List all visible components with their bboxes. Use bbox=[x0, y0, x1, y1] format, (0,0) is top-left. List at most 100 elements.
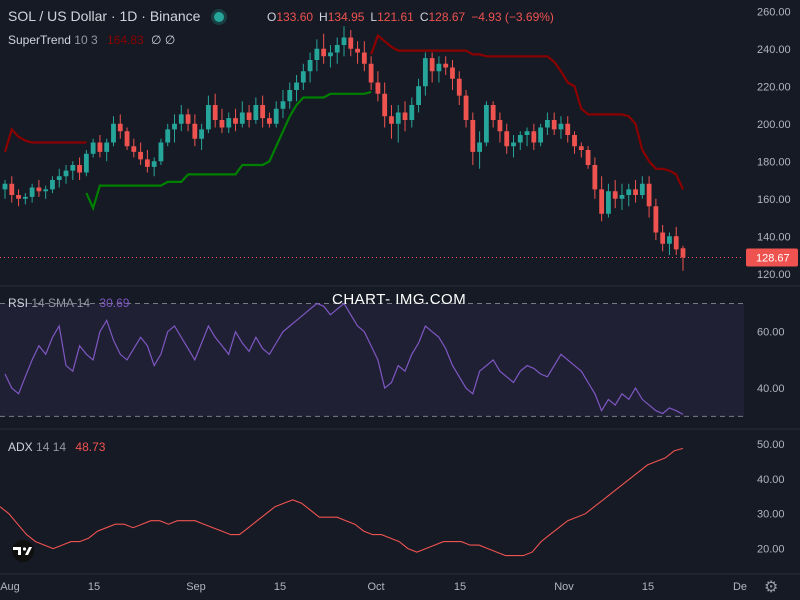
candle bbox=[483, 101, 489, 147]
price-axis-tick: 140.00 bbox=[757, 231, 791, 243]
candle bbox=[321, 33, 327, 64]
adx-axis-tick: 50.00 bbox=[757, 439, 785, 451]
candle-body bbox=[178, 114, 184, 124]
candle-body bbox=[144, 159, 150, 167]
ohlc-key-o: O bbox=[267, 10, 277, 24]
candle bbox=[117, 114, 123, 139]
candle bbox=[219, 108, 225, 134]
settings-gear-icon[interactable]: ⚙ bbox=[764, 579, 779, 596]
time-axis-label: 15 bbox=[274, 581, 286, 593]
candle-body bbox=[402, 112, 408, 120]
candle bbox=[16, 189, 21, 207]
candle bbox=[497, 112, 503, 143]
candle-body bbox=[680, 248, 686, 258]
candle bbox=[450, 60, 455, 90]
adx-legend[interactable]: ADX 14 14 48.73 bbox=[8, 440, 105, 454]
symbol-header: SOL / US Dollar · 1D · Binance bbox=[8, 8, 232, 24]
candle bbox=[50, 176, 55, 194]
candle bbox=[375, 71, 381, 102]
candle bbox=[667, 232, 672, 255]
candle-body bbox=[497, 120, 503, 132]
candle-body bbox=[368, 63, 374, 83]
candle bbox=[436, 56, 442, 83]
candle-body bbox=[294, 82, 299, 90]
candle bbox=[389, 105, 394, 139]
candle bbox=[477, 131, 482, 169]
candle-body bbox=[436, 63, 442, 72]
candle bbox=[246, 105, 252, 128]
candle bbox=[545, 112, 550, 135]
price-axis-tick: 200.00 bbox=[757, 119, 791, 131]
candle-body bbox=[463, 95, 469, 120]
time-axis-label: Oct bbox=[367, 581, 384, 593]
candle-body bbox=[361, 52, 367, 64]
candle bbox=[395, 105, 401, 143]
candle-body bbox=[158, 142, 164, 162]
candle-body bbox=[545, 120, 550, 128]
candle-body bbox=[511, 142, 516, 147]
candle bbox=[178, 105, 184, 132]
candle bbox=[83, 150, 89, 177]
time-axis-label: 15 bbox=[88, 581, 100, 593]
price-axis-tick: 180.00 bbox=[757, 156, 791, 168]
candle bbox=[443, 56, 449, 75]
candle-body bbox=[355, 48, 360, 53]
rsi-value: 30.69 bbox=[99, 296, 130, 310]
ohlc-value-c: 128.67 bbox=[428, 10, 466, 24]
candle bbox=[253, 97, 259, 124]
rsi-axis-tick: 40.00 bbox=[757, 383, 785, 395]
candle-body bbox=[70, 165, 76, 171]
candle-body bbox=[599, 189, 605, 214]
candle-body bbox=[578, 146, 584, 150]
candle bbox=[314, 39, 320, 72]
candle-body bbox=[646, 183, 652, 207]
candle bbox=[653, 198, 659, 240]
candle bbox=[531, 123, 537, 150]
candle-body bbox=[653, 206, 659, 233]
candle bbox=[22, 193, 28, 205]
candle-body bbox=[558, 123, 564, 130]
candle bbox=[212, 93, 218, 128]
candle-body bbox=[450, 67, 455, 79]
candle bbox=[368, 56, 374, 90]
candle bbox=[300, 63, 306, 90]
supertrend-value: 164.83 bbox=[106, 33, 144, 47]
candle-body bbox=[660, 232, 666, 244]
candle-body bbox=[606, 191, 611, 214]
candle-body bbox=[280, 101, 286, 109]
candle-body bbox=[443, 63, 449, 68]
candle bbox=[328, 45, 333, 68]
adx-axis-tick: 40.00 bbox=[757, 474, 785, 486]
candle-body bbox=[429, 58, 435, 72]
price-axis-tick: 240.00 bbox=[757, 44, 791, 56]
candle bbox=[56, 168, 62, 188]
candle-body bbox=[97, 142, 103, 152]
market-status-icon bbox=[214, 12, 225, 23]
candle bbox=[551, 112, 557, 135]
candle-body bbox=[246, 112, 252, 120]
candle bbox=[63, 165, 69, 184]
candle-body bbox=[572, 135, 577, 147]
candle-body bbox=[517, 135, 523, 143]
supertrend-legend[interactable]: SuperTrend 10 3 164.83 ∅ ∅ bbox=[8, 33, 175, 47]
adx-axis-tick: 20.00 bbox=[757, 544, 785, 556]
candle-body bbox=[172, 123, 177, 130]
candle bbox=[233, 108, 238, 132]
candle bbox=[29, 183, 35, 203]
candle-body bbox=[328, 52, 333, 57]
ohlc-value-h: 134.95 bbox=[327, 10, 365, 24]
candle bbox=[355, 41, 360, 64]
tradingview-logo-icon[interactable] bbox=[8, 540, 38, 562]
supertrend-null-icons: ∅ ∅ bbox=[151, 33, 176, 47]
candle-body bbox=[267, 118, 272, 124]
rsi-line bbox=[4, 302, 684, 415]
candle-body bbox=[111, 123, 116, 143]
candle-body bbox=[138, 151, 143, 160]
candle bbox=[239, 101, 245, 128]
candle-body bbox=[633, 189, 638, 195]
candle bbox=[673, 226, 679, 255]
candle bbox=[267, 112, 272, 128]
rsi-legend[interactable]: RSI 14 SMA 14 30.69 bbox=[8, 296, 129, 310]
candle bbox=[619, 183, 625, 210]
